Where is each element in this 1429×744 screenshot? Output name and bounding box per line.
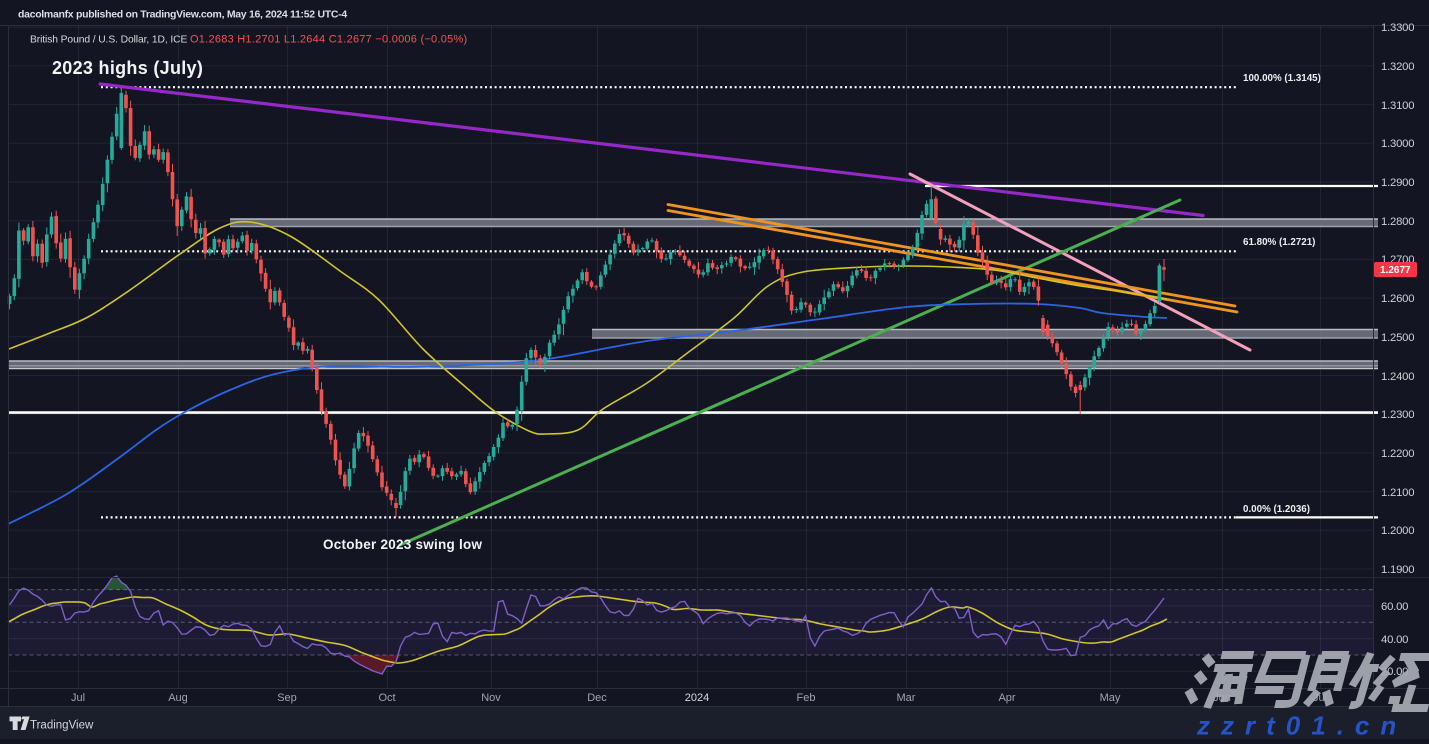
svg-text:Nov: Nov <box>481 692 501 704</box>
svg-text:100.00% (1.3145): 100.00% (1.3145) <box>1243 73 1321 84</box>
svg-text:Feb: Feb <box>797 692 816 704</box>
svg-text:British Pound / U.S. Dollar, 1: British Pound / U.S. Dollar, 1D, ICE O1.… <box>30 34 467 46</box>
svg-text:TradingView: TradingView <box>30 720 94 732</box>
svg-text:Jul: Jul <box>71 692 85 704</box>
svg-text:1.2500: 1.2500 <box>1381 332 1414 344</box>
svg-text:1.2677: 1.2677 <box>1380 265 1411 276</box>
svg-text:1.3100: 1.3100 <box>1381 100 1414 112</box>
svg-text:40.00: 40.00 <box>1381 634 1408 646</box>
svg-text:1.2300: 1.2300 <box>1381 409 1414 421</box>
svg-text:1.2000: 1.2000 <box>1381 525 1414 537</box>
svg-text:Mar: Mar <box>897 692 916 704</box>
svg-text:1.2200: 1.2200 <box>1381 448 1414 460</box>
svg-text:1.3300: 1.3300 <box>1381 22 1414 34</box>
svg-text:Apr: Apr <box>998 692 1015 704</box>
svg-text:Sep: Sep <box>277 692 297 704</box>
svg-text:Oct: Oct <box>378 692 395 704</box>
svg-text:2023 highs (July): 2023 highs (July) <box>52 58 203 78</box>
svg-text:zzrt01.cn: zzrt01.cn <box>1196 711 1407 740</box>
svg-text:2024: 2024 <box>685 692 709 704</box>
svg-text:1.3000: 1.3000 <box>1381 138 1414 150</box>
svg-text:1.2900: 1.2900 <box>1381 177 1414 189</box>
svg-text:1.2100: 1.2100 <box>1381 487 1414 499</box>
svg-text:dacolmanfx published on Tradin: dacolmanfx published on TradingView.com,… <box>18 9 347 21</box>
svg-text:1.2800: 1.2800 <box>1381 216 1414 228</box>
svg-text:1.2600: 1.2600 <box>1381 293 1414 305</box>
svg-text:1.3200: 1.3200 <box>1381 61 1414 73</box>
svg-text:October 2023 swing low: October 2023 swing low <box>323 537 483 552</box>
svg-text:May: May <box>1100 692 1121 704</box>
svg-text:Dec: Dec <box>587 692 607 704</box>
svg-text:Aug: Aug <box>168 692 188 704</box>
svg-text:0.00% (1.2036): 0.00% (1.2036) <box>1243 504 1310 515</box>
svg-text:61.80% (1.2721): 61.80% (1.2721) <box>1243 237 1315 248</box>
svg-text:60.00: 60.00 <box>1381 601 1408 613</box>
svg-text:1.1900: 1.1900 <box>1381 564 1414 576</box>
svg-text:1.2400: 1.2400 <box>1381 371 1414 383</box>
